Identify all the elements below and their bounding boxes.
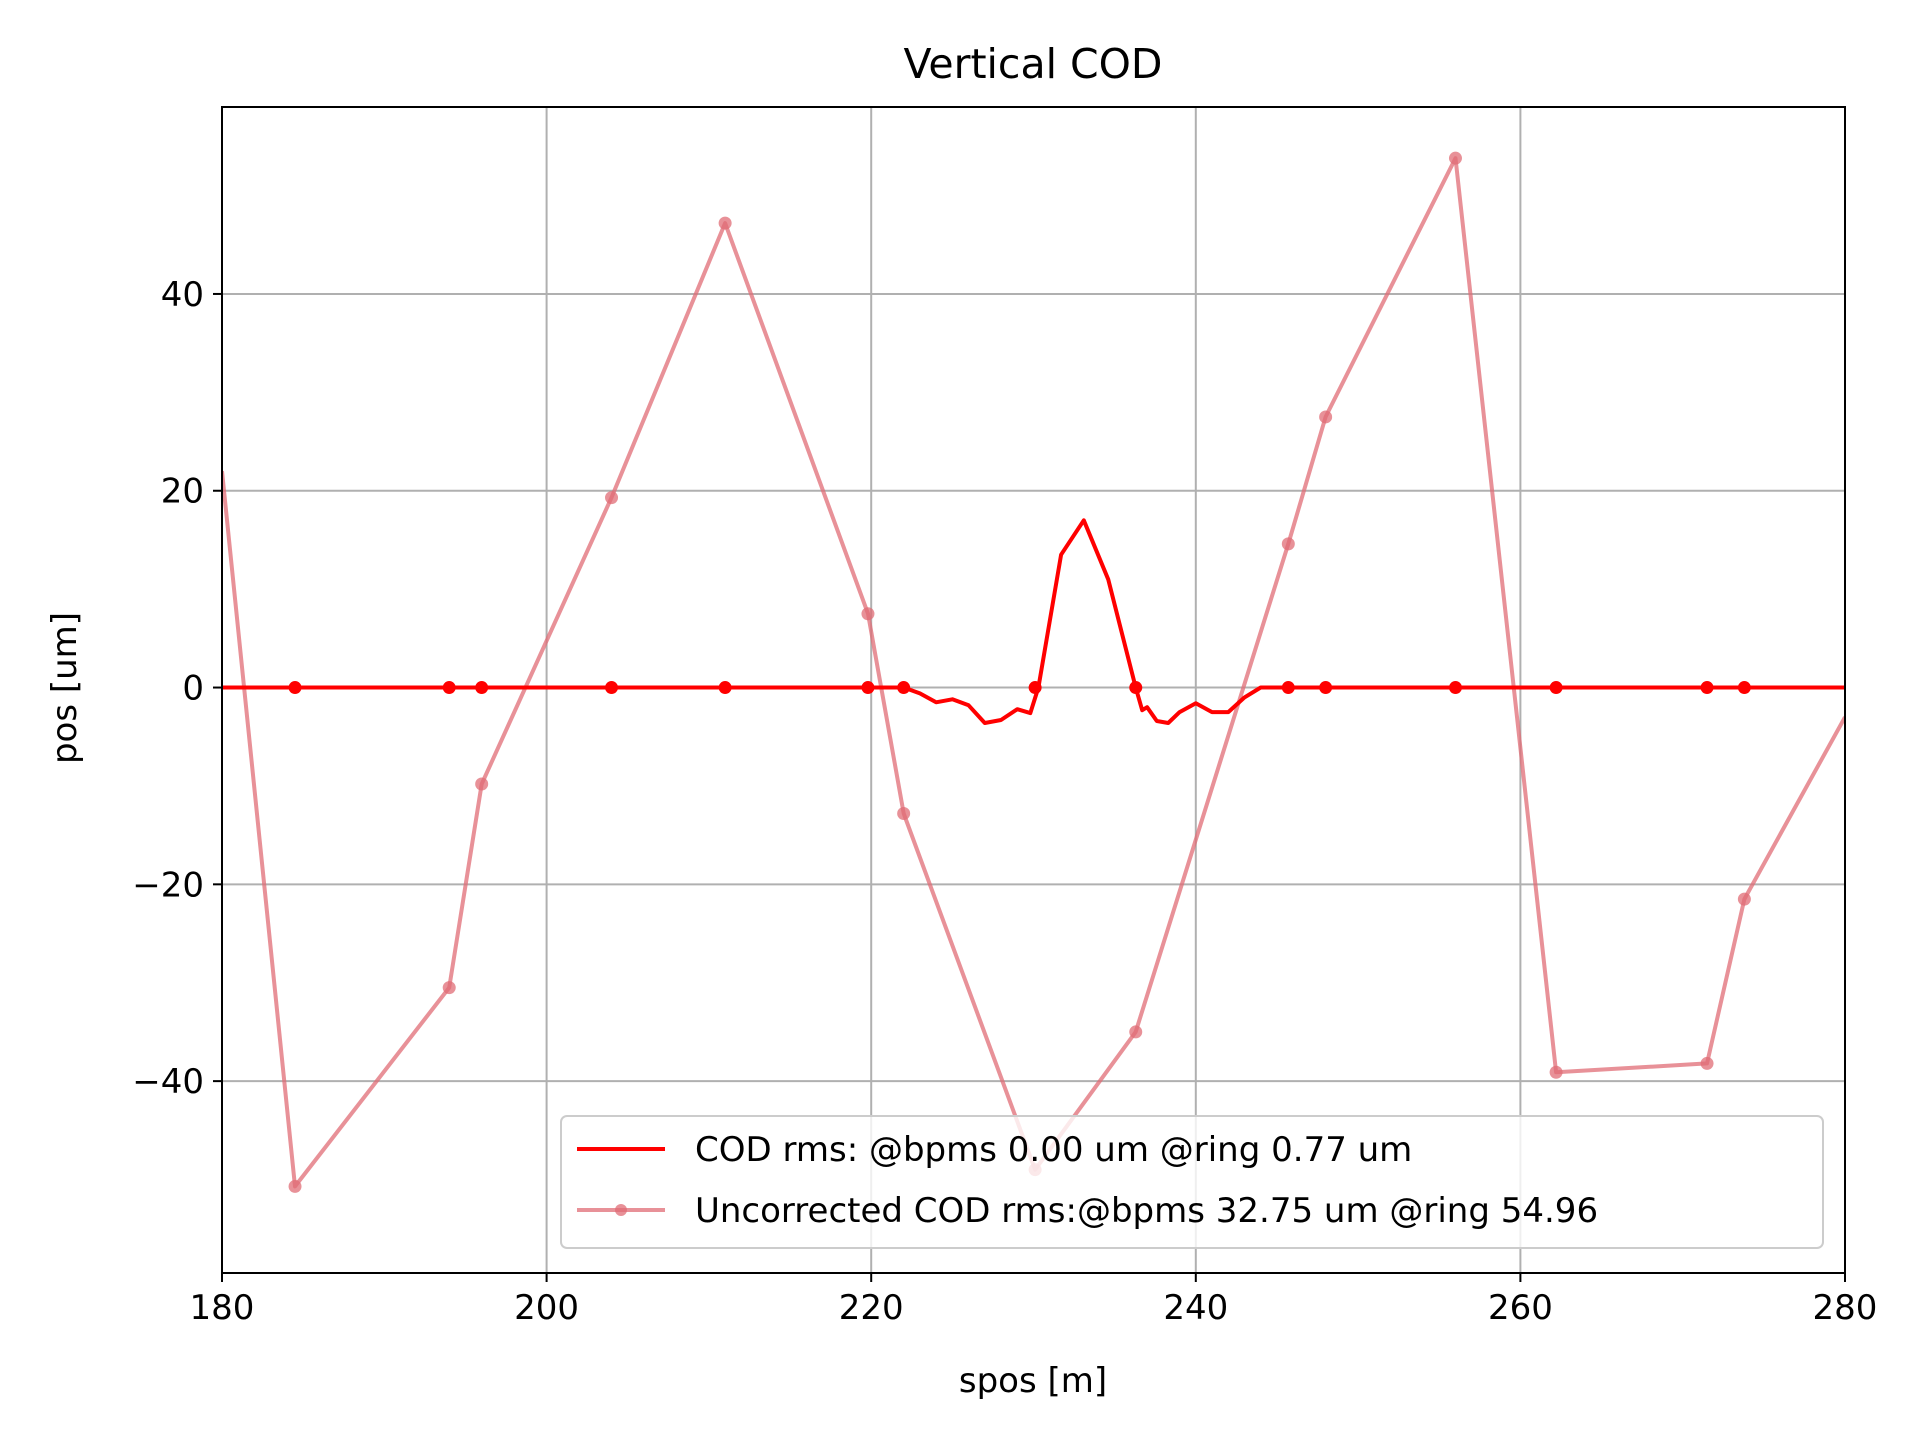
y-axis-label: pos [um] [45,612,85,764]
axes-frame [221,106,1846,1274]
cod-bpm-point [1319,681,1333,695]
cod-bpm-point [605,681,619,695]
x-tick-label: 260 [1488,1288,1553,1328]
uncorrected-bpm-point [861,607,875,621]
y-tick-label: 40 [161,275,204,315]
cod-bpm-point [1028,681,1042,695]
uncorrected-bpm-point [475,777,489,791]
cod-bpm-point [288,681,302,695]
legend-label-cod: COD rms: @bpms 0.00 um @ring 0.77 um [695,1130,1412,1170]
x-axis-label: spos [m] [959,1361,1107,1401]
cod-bpm-point [897,681,911,695]
cod-bpm-point [475,681,489,695]
y-tick-label: 0 [182,669,204,709]
cod-bpm-point [1281,681,1295,695]
uncorrected-bpm-point [1737,892,1751,906]
x-tick-label: 280 [1813,1288,1878,1328]
cod-bpm-point [1129,681,1143,695]
series-cod [222,518,1845,725]
uncorrected-bpm-point [1319,410,1333,424]
y-tick-label: −40 [132,1062,204,1102]
legend-marker-uncorrected [615,1204,627,1216]
cod-bpm-point [1448,681,1462,695]
cod-bpm-point [718,681,732,695]
ticks: 180 200 220 240 260 280 −40 −20 0 20 40 [132,275,1877,1328]
x-tick-label: 200 [514,1288,579,1328]
uncorrected-bpm-point [1448,151,1462,165]
x-tick-label: 220 [839,1288,904,1328]
cod-bpm-point [1549,681,1563,695]
chart-title: Vertical COD [904,40,1163,88]
legend: COD rms: @bpms 0.00 um @ring 0.77 um Unc… [560,1115,1824,1249]
uncorrected-bpm-point [288,1179,302,1193]
cod-bpm-point [861,681,875,695]
uncorrected-bpm-point [1700,1056,1714,1070]
legend-label-uncorrected: Uncorrected COD rms:@bpms 32.75 um @ring… [695,1191,1598,1231]
uncorrected-bpm-point [1129,1025,1143,1039]
legend-box [560,1115,1824,1249]
cod-bpm-point [1737,681,1751,695]
cod-bpm-point [1700,681,1714,695]
x-tick-label: 180 [190,1288,255,1328]
uncorrected-bpm-point [1281,537,1295,551]
cod-bpm-point [442,681,456,695]
y-tick-label: −20 [132,865,204,905]
uncorrected-bpm-point [897,806,911,820]
uncorrected-bpm-point [442,981,456,995]
uncorrected-bpm-point [1549,1065,1563,1079]
uncorrected-bpm-point [718,216,732,230]
y-tick-label: 20 [161,472,204,512]
uncorrected-bpm-point [605,491,619,505]
x-tick-label: 240 [1163,1288,1228,1328]
